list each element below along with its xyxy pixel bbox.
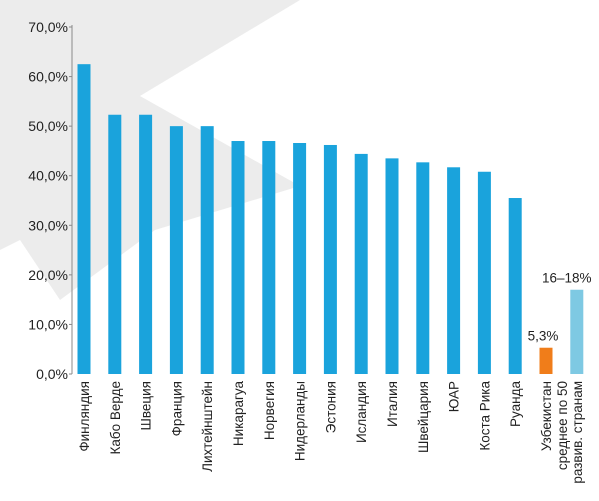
bar-14 <box>477 171 491 374</box>
bar-12 <box>416 162 430 374</box>
y-tick-label: 70,0% <box>28 19 68 35</box>
y-tick-label: 20,0% <box>28 267 68 283</box>
value-label: 16–18% <box>542 271 592 286</box>
y-axis: 0,0% 10,0% 20,0% 30,0% 40,0% 50,0% 60,0% 70,0% <box>28 19 73 382</box>
bar-2 <box>108 114 122 375</box>
y-tick-label: 50,0% <box>28 118 68 134</box>
bars-group <box>77 64 584 375</box>
bar-10 <box>354 153 368 374</box>
x-category-label: ЮАР <box>447 381 462 412</box>
x-category-label: Швеция <box>139 381 154 431</box>
bar-8 <box>293 142 307 374</box>
bar-4 <box>169 126 183 375</box>
x-category-label: Финляндия <box>77 381 92 452</box>
value-labels-group: 5,3% 16–18% <box>528 271 592 344</box>
x-category-label: Лихтейнштейн <box>200 381 215 472</box>
x-category-label: Италия <box>385 381 400 427</box>
x-category-label: Эстония <box>323 381 338 433</box>
bar-5 <box>200 126 214 375</box>
bar-1 <box>77 64 91 374</box>
x-category-label: Исландия <box>354 381 369 443</box>
x-category-label: Норвегия <box>262 381 277 440</box>
bar-3 <box>139 114 153 375</box>
bar-17 <box>570 289 584 374</box>
x-category-label: Кабо Верде <box>108 381 123 454</box>
x-category-label: Нидерланды <box>293 381 308 461</box>
x-category-label: Узбекистан <box>539 381 554 451</box>
x-category-label: Никарагуа <box>231 381 246 447</box>
x-category-label: развив. странам <box>570 381 585 484</box>
y-tick-label: 10,0% <box>28 316 68 332</box>
bar-9 <box>323 144 337 374</box>
bar-6 <box>231 141 245 374</box>
y-tick-label: 0,0% <box>36 366 68 382</box>
y-tick-label: 40,0% <box>28 168 68 184</box>
x-category-label: Коста Рика <box>477 381 492 451</box>
x-category-label: Швейцария <box>416 381 431 453</box>
x-category-label: Франция <box>169 381 184 436</box>
x-category-label: среднее по 50 <box>555 381 570 470</box>
x-labels-group: Финляндия Кабо Верде Швеция Франция Лихтейнш… <box>77 381 585 484</box>
y-tick-label: 30,0% <box>28 217 68 233</box>
value-label: 5,3% <box>528 329 559 344</box>
bar-11 <box>385 158 399 374</box>
bar-13 <box>447 167 461 374</box>
bar-15 <box>508 198 522 374</box>
bar-7 <box>262 141 276 374</box>
y-tick-label: 60,0% <box>28 69 68 85</box>
bar-16 <box>539 347 553 374</box>
x-category-label: Руанда <box>508 381 523 427</box>
